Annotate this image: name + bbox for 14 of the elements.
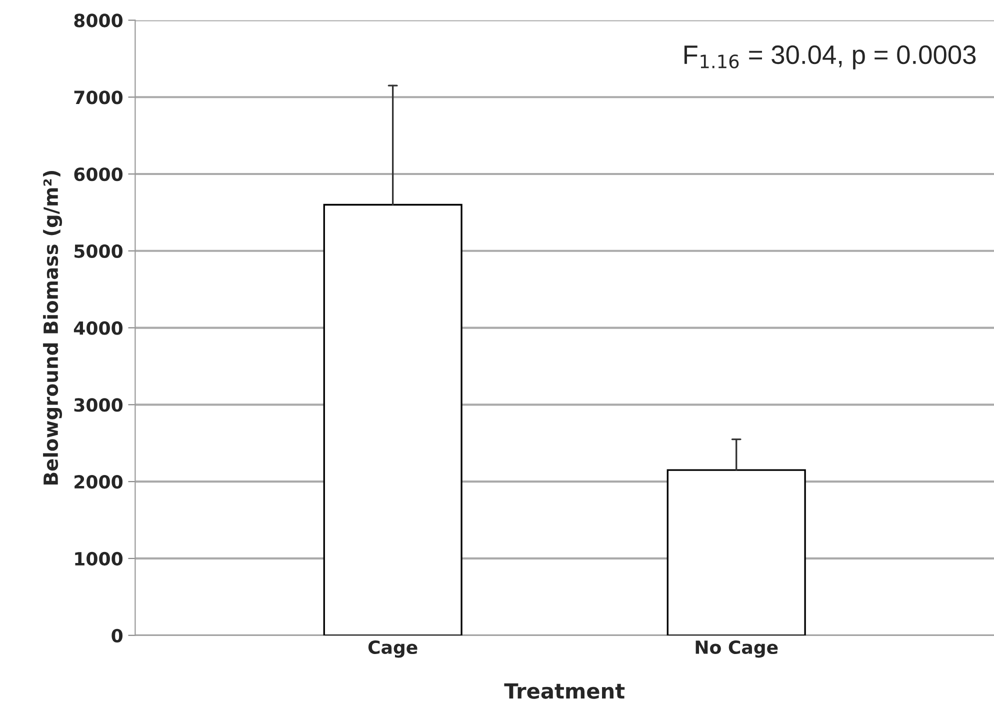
y-tick-label: 7000 <box>74 90 123 104</box>
y-tick-label: 8000 <box>74 14 123 28</box>
x-tick-label: No Cage <box>696 640 778 658</box>
x-axis-title: Treatment <box>504 683 625 699</box>
y-tick-label: 1000 <box>75 552 123 566</box>
y-tick-label: 3000 <box>74 398 123 412</box>
y-tick-label: 2000 <box>74 475 123 489</box>
annotation: F$_{1.16}$ = 30.04, p = 0.0003 <box>684 45 976 70</box>
y-tick-label: 5000 <box>74 244 123 258</box>
x-tick-label: Cage <box>368 640 418 658</box>
y-axis-title: Belowground Biomass (g/m²) <box>43 170 62 484</box>
y-tick-label: 6000 <box>74 167 123 182</box>
y-tick-label: 4000 <box>74 321 123 335</box>
y-tick-label: 0 <box>112 628 123 642</box>
